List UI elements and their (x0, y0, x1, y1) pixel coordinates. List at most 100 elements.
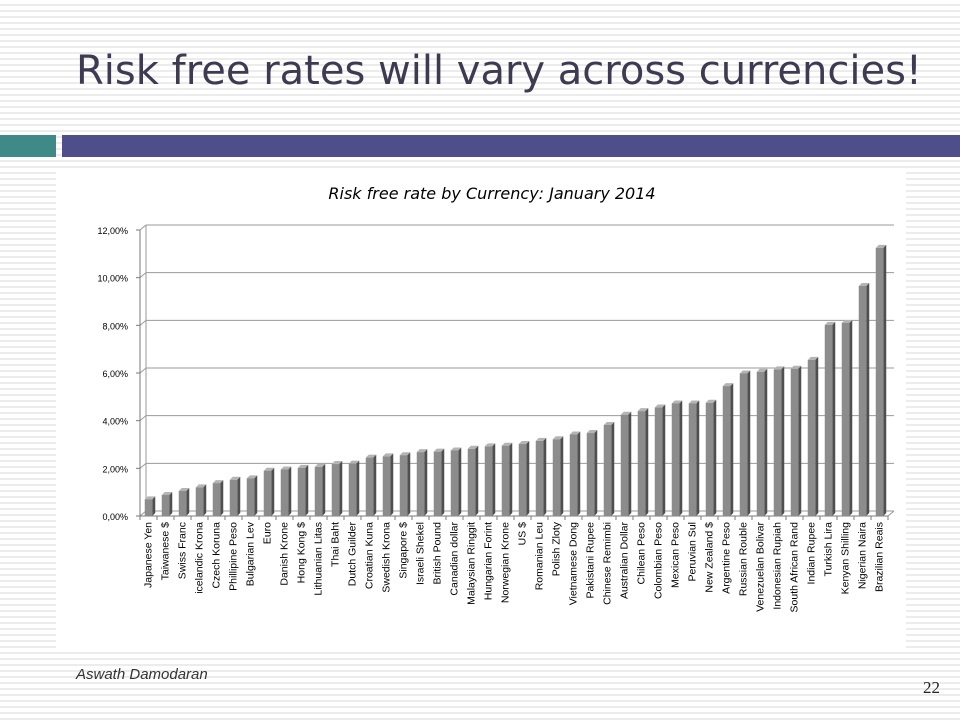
bar-top (756, 368, 768, 372)
bar-top (569, 431, 581, 435)
bar-side (815, 356, 819, 516)
bar-side (458, 447, 462, 516)
bar (569, 434, 578, 516)
bar-top (450, 447, 462, 451)
bar-side (832, 321, 836, 516)
bar-top (722, 383, 734, 387)
bar-top (501, 442, 513, 446)
bar-top (212, 480, 224, 484)
bar-top (586, 430, 598, 434)
bar-side (696, 400, 700, 516)
x-tick-label: British Pound (432, 522, 444, 585)
x-tick-label: Euro (262, 522, 274, 544)
bar-top (773, 366, 785, 370)
y-tick-label: 2,00% (102, 464, 128, 474)
bar-top (416, 449, 428, 453)
gridline-depth (139, 415, 147, 422)
slide-title: Risk free rates will vary across currenc… (76, 48, 922, 94)
bar-top (637, 408, 649, 412)
x-tick-label: Peruvian Sul (687, 522, 699, 582)
bar-side (169, 492, 173, 516)
y-tick-label: 10,00% (97, 274, 128, 284)
bar (501, 445, 510, 516)
y-tick-label: 0,00% (102, 512, 128, 522)
bar-side (628, 411, 632, 516)
y-tick-label: 12,00% (97, 226, 128, 236)
bar (705, 402, 714, 516)
x-tick-label: Chilean Peso (636, 522, 648, 585)
bar-side (152, 496, 156, 516)
x-tick-label: Bulgarian Lev (245, 521, 257, 586)
bar (399, 455, 408, 516)
bar (331, 464, 340, 516)
x-tick-label: Colombian Peso (653, 522, 665, 599)
bar-top (671, 400, 683, 404)
bar-side (594, 430, 598, 516)
bar-top (841, 319, 853, 323)
bar-top (688, 400, 700, 404)
bar-top (263, 467, 275, 471)
x-tick-label: Singapore $ (398, 522, 410, 579)
bar-top (399, 452, 411, 456)
gridline-depth (139, 319, 147, 326)
bar-side (764, 368, 768, 516)
bar-top (348, 460, 360, 464)
x-tick-label: Hungarian Forint (483, 522, 495, 600)
bar-side (441, 448, 445, 516)
x-tick-label: Brazilian Reais (874, 522, 886, 592)
y-tick-label: 4,00% (102, 417, 128, 427)
bar (467, 448, 476, 516)
bar (586, 433, 595, 516)
bar (246, 478, 255, 516)
x-tick-label: Swiss Franc (177, 522, 189, 579)
bar (382, 456, 391, 516)
bar (450, 450, 459, 516)
x-tick-label: Australian Dollar (619, 522, 631, 600)
bar-side (713, 399, 717, 516)
x-tick-label: Indonesian Rupiah (772, 522, 784, 610)
bar (858, 286, 867, 516)
bar-top (620, 411, 632, 415)
bar (212, 483, 221, 516)
bar-side (883, 244, 887, 516)
y-tick-labels: 0,00% 2,00% 4,00% 6,00% 8,00% 10,00% 12,00% (97, 226, 128, 522)
x-tick-label: Taiwanese $ (160, 522, 172, 581)
bar (875, 247, 884, 516)
bar-side (577, 431, 581, 516)
bar (688, 403, 697, 516)
bar-top (739, 370, 751, 374)
bar (671, 403, 680, 516)
x-tick-label: Dutch Guilder (347, 522, 359, 587)
bar (365, 457, 374, 516)
bar-side (679, 400, 683, 516)
bar-side (866, 283, 870, 516)
bar (297, 467, 306, 516)
bar-top (790, 365, 802, 369)
bar-top (433, 448, 445, 452)
x-tick-label: Vietnamese Dong (568, 522, 580, 605)
x-tick-label: Russian Rouble (738, 522, 750, 596)
bar-top (229, 476, 241, 480)
bar-top (161, 492, 173, 496)
x-tick-label: Indian Rupee (806, 522, 818, 585)
bar-side (407, 452, 411, 516)
x-tick-label: Hong Kong $ (296, 522, 308, 583)
bar-top (518, 441, 530, 445)
bar-side (305, 464, 309, 516)
bar-side (271, 467, 275, 516)
x-tick-label: Mexican Peso (670, 522, 682, 588)
bar-top (280, 466, 292, 470)
gridline-depth (139, 272, 147, 279)
x-tick-label: South African Rand (789, 522, 801, 613)
y-tick-label: 6,00% (102, 369, 128, 379)
x-tick-label: Polish Zloty (551, 521, 563, 576)
bar (620, 414, 629, 516)
bar (824, 324, 833, 516)
bar-top (705, 399, 717, 403)
bar (807, 359, 816, 516)
bar-top (484, 443, 496, 447)
bar-top (195, 484, 207, 488)
bar-top (875, 244, 887, 248)
x-tick-label: Israeli Shekel (415, 522, 427, 585)
bar (229, 479, 238, 516)
